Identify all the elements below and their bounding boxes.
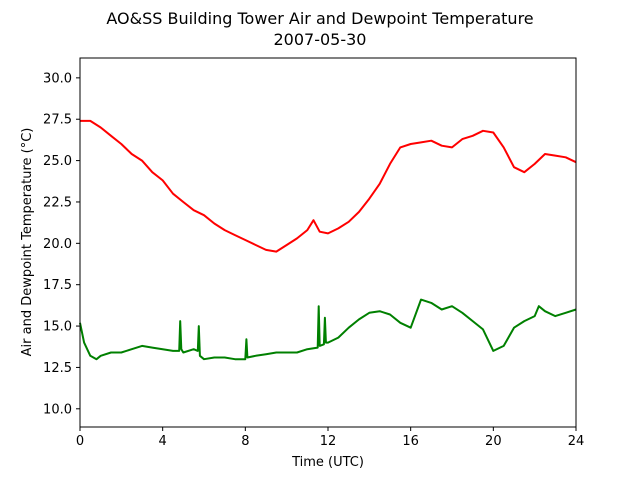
chart-title: AO&SS Building Tower Air and Dewpoint Te… xyxy=(106,9,533,28)
x-tick-label: 4 xyxy=(159,434,167,449)
y-tick-label: 10.0 xyxy=(43,402,72,417)
series-line-1 xyxy=(80,119,577,253)
series-line-2 xyxy=(79,298,577,361)
y-tick-label: 22.5 xyxy=(43,195,72,210)
y-tick-label: 25.0 xyxy=(43,154,72,169)
x-tick-label: 12 xyxy=(320,434,337,449)
y-tick-label: 17.5 xyxy=(43,278,72,293)
y-tick-label: 12.5 xyxy=(43,361,72,376)
y-tick-label: 27.5 xyxy=(43,113,72,128)
series-layer xyxy=(79,119,577,361)
chart-subtitle: 2007-05-30 xyxy=(274,30,367,49)
y-tick-label: 15.0 xyxy=(43,320,72,335)
x-axis-label: Time (UTC) xyxy=(291,455,364,470)
ticks-layer: 0 4 8 12 16 20 24 10.0 12.5 15.0 17.5 20.0 22.5 25.0 2… xyxy=(43,71,584,449)
x-tick-label: 16 xyxy=(402,434,419,449)
y-axis-label: Air and Dewpoint Temperature (°C) xyxy=(20,128,35,357)
y-tick-label: 30.0 xyxy=(43,71,72,86)
x-tick-label: 0 xyxy=(76,434,84,449)
x-tick-label: 20 xyxy=(485,434,502,449)
plot-frame xyxy=(79,57,577,428)
x-tick-label: 8 xyxy=(241,434,249,449)
y-tick-label: 20.0 xyxy=(43,237,72,252)
x-tick-label: 24 xyxy=(568,434,585,449)
